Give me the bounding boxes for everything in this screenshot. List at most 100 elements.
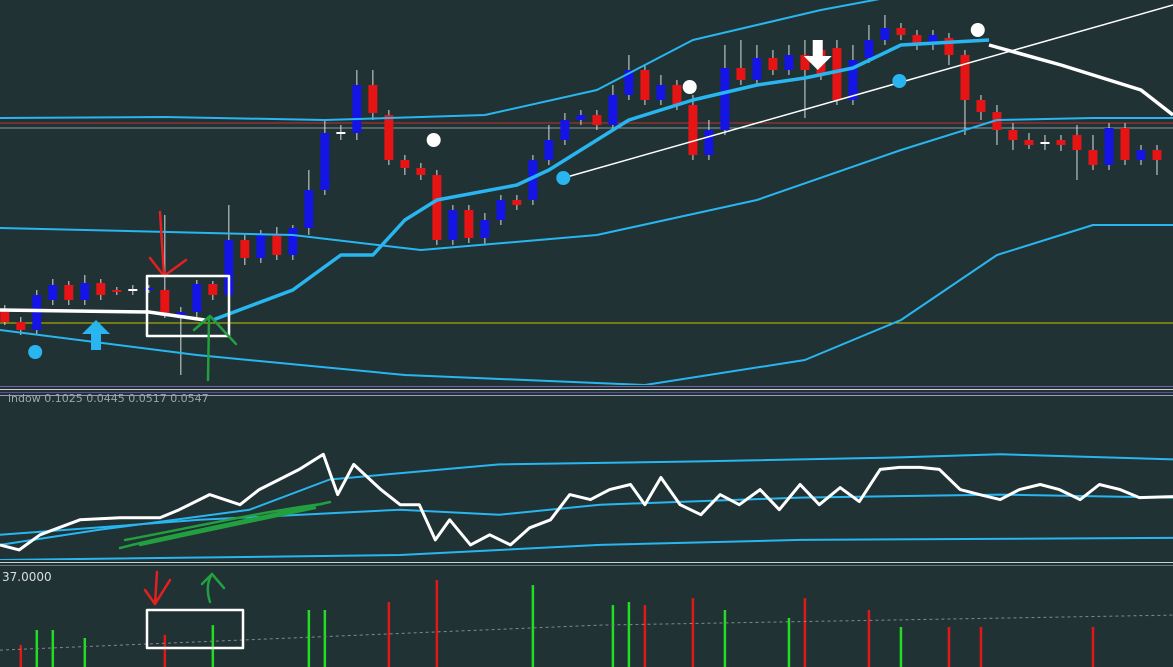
candle-body [288, 228, 298, 255]
candle-body [400, 160, 410, 168]
candle-body [384, 115, 394, 160]
indicator-line [0, 614, 1173, 651]
signal-dot [970, 23, 985, 37]
indicator-line [0, 452, 1173, 552]
volume-bar [531, 585, 535, 667]
volume-bar [435, 579, 439, 667]
candle-body [416, 168, 426, 175]
volume-bar [643, 605, 647, 667]
indicator-line [0, 117, 1173, 251]
candle-body [576, 115, 586, 120]
volume-bar [979, 626, 983, 667]
candle-body [624, 70, 634, 95]
signal-dot [426, 133, 441, 147]
candle-body [864, 40, 874, 58]
candle-body [256, 235, 266, 258]
volume-bar [723, 610, 727, 667]
candle-body [960, 55, 970, 100]
candle-body [432, 175, 442, 240]
highlight-box [145, 274, 231, 338]
candle-body [32, 295, 42, 330]
candle-body [832, 48, 842, 100]
candle-body [944, 38, 954, 55]
volume-bar [51, 630, 55, 667]
candle-body [80, 283, 90, 300]
signal-dot [892, 74, 907, 88]
candle-body [128, 289, 138, 291]
candle-body [272, 235, 282, 255]
candle-body [640, 70, 650, 100]
volume-bar [387, 602, 391, 667]
candle-body [224, 240, 234, 295]
signal-dot [28, 345, 43, 359]
candle-body [0, 310, 10, 322]
y-tick-label: 37.0000 [2, 570, 52, 584]
green-arrow-small [200, 572, 226, 604]
volume-bar [787, 617, 791, 667]
volume-bar [691, 598, 695, 667]
candle-body [96, 283, 106, 295]
candle-body [720, 68, 730, 130]
candle-body [1120, 128, 1130, 160]
candle-body [64, 285, 74, 300]
candle-body [1024, 140, 1034, 145]
volume-bar [83, 637, 87, 667]
candle-body [896, 28, 906, 35]
volume-bar [627, 602, 631, 667]
candle-body [320, 133, 330, 190]
candle-body [752, 58, 762, 80]
candle-body [448, 210, 458, 240]
candle-body [352, 85, 362, 133]
hand-annotations [118, 210, 332, 650]
candle-body [880, 28, 890, 40]
candle-body [1008, 130, 1018, 140]
volume-bar [1091, 626, 1095, 667]
candle-body [240, 240, 250, 258]
candle-body [736, 68, 746, 80]
signal-dot [682, 80, 697, 94]
candle-body [672, 85, 682, 105]
candle-body [800, 55, 810, 70]
candle-body [208, 284, 218, 295]
candle-body [560, 120, 570, 140]
candle-body [976, 100, 986, 112]
indicator-line [0, 536, 1173, 560]
indicator-line [0, 43, 1173, 322]
candle-body [768, 58, 778, 70]
candle-body [1104, 128, 1114, 165]
candle-body [1056, 140, 1066, 145]
indicator-line [212, 38, 990, 322]
candle-body [704, 130, 714, 155]
volume-bar [323, 610, 327, 667]
candle-body [336, 132, 346, 134]
indicator-line [0, 224, 1173, 385]
candle-body [592, 115, 602, 125]
volume-bar [307, 610, 311, 667]
volume-bar [867, 610, 871, 667]
volume-bar [803, 598, 807, 667]
red-arrow-small [143, 570, 172, 606]
green-scribble [118, 500, 332, 550]
candle-body [160, 290, 170, 316]
signal-arrow [82, 320, 111, 350]
candle-body [192, 284, 202, 312]
candle-body [608, 95, 618, 125]
indicator-label: indow 0.1025 0.0445 0.0517 0.0547 [8, 392, 209, 405]
candle-body [144, 288, 154, 290]
volume-box [145, 608, 245, 650]
volume-bar [19, 644, 23, 667]
candle-body [1072, 135, 1082, 150]
candle-body [304, 190, 314, 228]
candle-body [848, 60, 858, 100]
candle-body [48, 285, 58, 300]
volume-bar [163, 634, 167, 667]
candle-body [1088, 150, 1098, 165]
candle-body [688, 105, 698, 155]
pane [0, 0, 1173, 385]
candle-body [368, 85, 378, 113]
candle-body [1040, 142, 1050, 144]
